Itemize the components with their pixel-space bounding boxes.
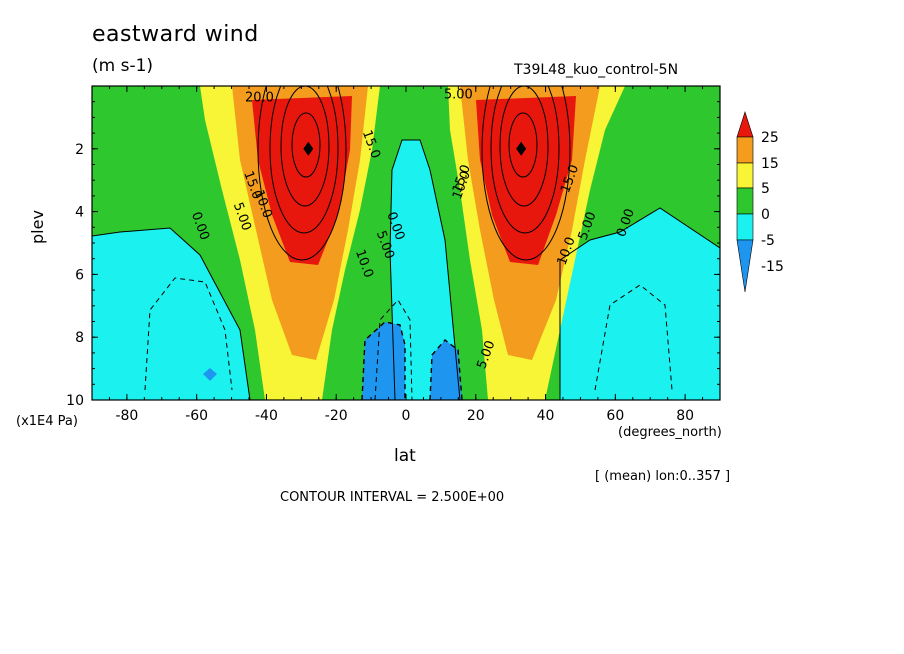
y-tick-label: 2 xyxy=(75,142,84,158)
contour-dashed-4 xyxy=(361,321,406,400)
x-axis-units: (degrees_north) xyxy=(618,425,722,440)
contour-south-1 xyxy=(257,86,347,261)
chart-units: (m s-1) xyxy=(92,56,154,76)
contour-lines xyxy=(92,86,720,400)
colorbar-label: -15 xyxy=(761,259,784,275)
x-tick-label: -80 xyxy=(115,408,138,424)
colorbar-segment xyxy=(736,162,754,189)
x-tick-label: -40 xyxy=(255,408,278,424)
chart-title: eastward wind xyxy=(92,22,259,47)
contour-south-3 xyxy=(280,86,330,207)
jet-center xyxy=(516,141,527,156)
contour-north-2 xyxy=(490,86,560,234)
y-tick-label: 10 xyxy=(66,393,84,409)
colorbar-label: 25 xyxy=(761,130,779,146)
contour-dashed-3 xyxy=(374,299,413,400)
contour-north-1 xyxy=(481,86,571,261)
x-tick-label: 20 xyxy=(467,408,485,424)
contour-north-4 xyxy=(508,112,538,178)
y-tick-label: 6 xyxy=(75,267,84,283)
fill-blue-c xyxy=(203,368,217,381)
x-tick-label: -20 xyxy=(325,408,348,424)
fill-cyan-center xyxy=(390,140,460,400)
contour-zero-center xyxy=(389,139,461,400)
x-tick-label: 60 xyxy=(606,408,624,424)
contour-label: 20.0 xyxy=(245,91,274,106)
colorbar-label: -5 xyxy=(761,233,775,249)
contour-dashed-2 xyxy=(594,284,673,391)
colorbar-segment xyxy=(736,111,754,138)
contour-dashed-1 xyxy=(144,277,233,391)
colorbar: 25 15 5 0 -5 -15 xyxy=(736,111,784,293)
fill-red-south xyxy=(252,96,352,265)
jet-center xyxy=(303,141,314,156)
x-axis-label: lat xyxy=(394,446,416,466)
contour-south-2 xyxy=(269,86,339,234)
contour-zero-south xyxy=(92,227,251,400)
contour-north-3 xyxy=(499,86,549,207)
contour-zero-north xyxy=(559,207,720,400)
colorbar-segment xyxy=(736,213,754,241)
colorbar-segment xyxy=(736,239,754,293)
colorbar-segment xyxy=(736,187,754,215)
contour-interval: CONTOUR INTERVAL = 2.500E+00 xyxy=(280,490,505,505)
contour-dashed-5 xyxy=(429,339,463,400)
run-label: T39L48_kuo_control-5N xyxy=(514,62,679,78)
y-tick-label: 8 xyxy=(75,330,84,346)
fill-red-north xyxy=(476,96,576,265)
x-tick-label: -60 xyxy=(185,408,208,424)
colorbar-label: 15 xyxy=(761,156,779,172)
contour-label: 5.00 xyxy=(444,88,473,103)
filled-contours xyxy=(92,86,720,400)
y-axis-units: (x1E4 Pa) xyxy=(16,414,78,429)
colorbar-segment xyxy=(736,136,754,164)
axis-ticks: -80 -60 -40 -20 0 20 40 60 80 2 4 6 8 10 xyxy=(66,86,721,424)
x-tick-label: 0 xyxy=(402,408,411,424)
x-tick-label: 80 xyxy=(676,408,694,424)
fill-blue-b xyxy=(430,340,462,400)
colorbar-label: 0 xyxy=(761,207,770,223)
mean-note: [ (mean) lon:0..357 ] xyxy=(595,469,731,484)
contour-south-4 xyxy=(291,112,321,178)
x-tick-label: 40 xyxy=(537,408,555,424)
y-tick-label: 4 xyxy=(75,205,84,221)
colorbar-label: 5 xyxy=(761,181,770,197)
